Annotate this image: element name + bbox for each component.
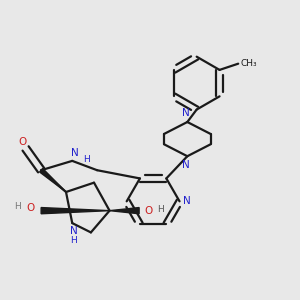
Text: O: O	[144, 206, 153, 216]
Text: N: N	[184, 196, 191, 206]
Text: N: N	[71, 148, 79, 158]
Text: H: H	[14, 202, 21, 211]
Text: N: N	[182, 160, 190, 170]
Text: O: O	[26, 203, 34, 213]
Text: H: H	[83, 155, 90, 164]
Text: N: N	[182, 108, 190, 118]
Polygon shape	[40, 169, 66, 192]
Polygon shape	[110, 208, 139, 214]
Text: CH₃: CH₃	[241, 59, 257, 68]
Text: O: O	[18, 137, 27, 147]
Text: H: H	[70, 236, 77, 245]
Polygon shape	[41, 208, 110, 214]
Text: H: H	[158, 205, 164, 214]
Text: N: N	[70, 226, 78, 236]
